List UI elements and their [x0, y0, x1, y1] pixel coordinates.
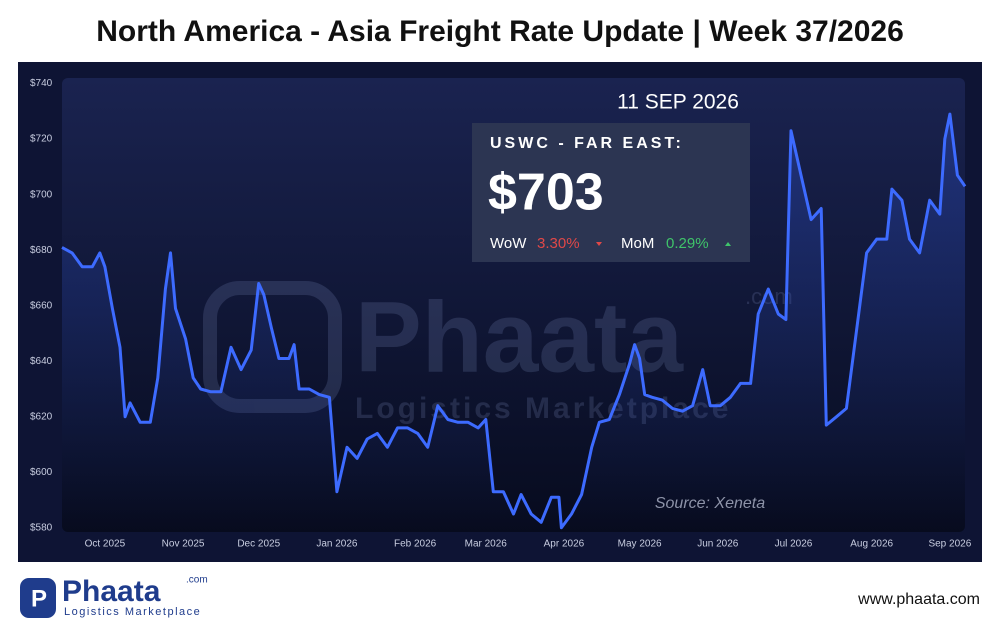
mom-label: MoM	[621, 235, 654, 252]
up-arrow	[725, 242, 731, 246]
date: 11 SEP 2026	[617, 91, 739, 114]
price-card	[472, 123, 750, 262]
x-tick-label: Sep 2026	[928, 539, 971, 550]
x-tick-label: Mar 2026	[465, 539, 508, 550]
wow-value: 3.30%	[537, 235, 580, 252]
y-tick-label: $700	[30, 189, 53, 200]
footer-domain: .com	[186, 575, 208, 586]
x-tick-label: Jul 2026	[775, 539, 813, 550]
y-tick-label: $740	[30, 78, 53, 89]
chart-title: North America - Asia Freight Rate Update…	[96, 15, 904, 48]
x-tick-label: Apr 2026	[544, 539, 585, 550]
series-line	[61, 112, 967, 530]
down-arrow	[596, 242, 602, 246]
mom-value: 0.29%	[666, 235, 709, 252]
x-tick-label: May 2026	[618, 539, 662, 550]
footer-tagline: Logistics Marketplace	[64, 606, 201, 618]
footer-logo: Phaata	[62, 575, 161, 608]
x-tick-label: Dec 2025	[237, 539, 280, 550]
x-tick-label: Nov 2025	[162, 539, 205, 550]
footer-url: www.phaata.com	[857, 591, 980, 608]
source: Source: Xeneta	[655, 495, 765, 512]
y-tick-label: $680	[30, 245, 53, 256]
x-tick-label: Aug 2026	[850, 539, 893, 550]
x-tick-label: Jan 2026	[316, 539, 358, 550]
x-tick-label: Oct 2025	[85, 539, 126, 550]
y-tick-label: $580	[30, 522, 53, 533]
route: USWC - FAR EAST:	[490, 135, 684, 152]
y-tick-label: $660	[30, 300, 53, 311]
y-tick-label: $640	[30, 356, 53, 367]
series-area	[62, 114, 965, 532]
price: $703	[488, 164, 604, 222]
footer-logo-letter: P	[31, 585, 47, 612]
plot: $580 $600 $620 $640 $660 $680 $700 $720 $740 Oct …	[30, 78, 972, 549]
footer-logo-icon	[20, 578, 56, 618]
x-tick-label: Jun 2026	[697, 539, 739, 550]
wow-label: WoW	[490, 235, 527, 252]
y-tick-label: $600	[30, 467, 53, 478]
y-tick-label: $720	[30, 134, 53, 145]
x-tick-label: Feb 2026	[394, 539, 437, 550]
y-tick-label: $620	[30, 411, 53, 422]
